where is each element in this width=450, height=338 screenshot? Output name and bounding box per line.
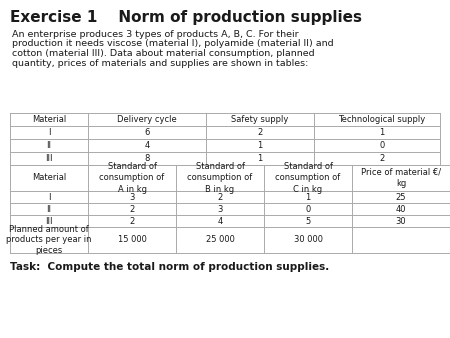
Text: Price of material €/
kg: Price of material €/ kg bbox=[361, 168, 441, 188]
Text: II: II bbox=[46, 141, 51, 150]
Text: 1: 1 bbox=[306, 193, 310, 201]
Text: 3: 3 bbox=[217, 204, 223, 214]
Text: Exercise 1    Norm of production supplies: Exercise 1 Norm of production supplies bbox=[10, 10, 362, 25]
Text: Material: Material bbox=[32, 115, 66, 124]
Text: II: II bbox=[46, 204, 51, 214]
Text: 0: 0 bbox=[306, 204, 310, 214]
Text: Standard of
consumption of
C in kg: Standard of consumption of C in kg bbox=[275, 162, 341, 194]
Text: 6: 6 bbox=[144, 128, 150, 137]
Text: 25: 25 bbox=[396, 193, 406, 201]
Text: quantity, prices of materials and supplies are shown in tables:: quantity, prices of materials and suppli… bbox=[12, 58, 308, 68]
Text: 2: 2 bbox=[130, 204, 135, 214]
Text: 30: 30 bbox=[396, 217, 406, 225]
Text: Delivery cycle: Delivery cycle bbox=[117, 115, 177, 124]
Text: 2: 2 bbox=[130, 217, 135, 225]
Text: An enterprise produces 3 types of products A, B, C. For their: An enterprise produces 3 types of produc… bbox=[12, 30, 299, 39]
Text: Task:  Compute the total norm of production supplies.: Task: Compute the total norm of producti… bbox=[10, 262, 329, 272]
Text: 1: 1 bbox=[257, 141, 263, 150]
Text: 2: 2 bbox=[379, 154, 385, 163]
Text: 8: 8 bbox=[144, 154, 150, 163]
Text: 5: 5 bbox=[306, 217, 310, 225]
Text: 1: 1 bbox=[257, 154, 263, 163]
Text: III: III bbox=[45, 217, 53, 225]
Text: 40: 40 bbox=[396, 204, 406, 214]
Text: 1: 1 bbox=[379, 128, 385, 137]
Text: 0: 0 bbox=[379, 141, 385, 150]
Text: cotton (material III). Data about material consumption, planned: cotton (material III). Data about materi… bbox=[12, 49, 315, 58]
Text: Material: Material bbox=[32, 173, 66, 183]
Text: 4: 4 bbox=[217, 217, 223, 225]
Text: 2: 2 bbox=[217, 193, 223, 201]
Text: 25 000: 25 000 bbox=[206, 236, 234, 244]
Text: 30 000: 30 000 bbox=[293, 236, 323, 244]
Text: 2: 2 bbox=[257, 128, 263, 137]
Text: production it needs viscose (material I), polyamide (material II) and: production it needs viscose (material I)… bbox=[12, 40, 333, 48]
Text: 3: 3 bbox=[129, 193, 135, 201]
Text: 4: 4 bbox=[144, 141, 149, 150]
Text: Standard of
consumption of
B in kg: Standard of consumption of B in kg bbox=[187, 162, 252, 194]
Text: Technological supply: Technological supply bbox=[338, 115, 426, 124]
Text: I: I bbox=[48, 193, 50, 201]
Text: Standard of
consumption of
A in kg: Standard of consumption of A in kg bbox=[99, 162, 165, 194]
Text: I: I bbox=[48, 128, 50, 137]
Text: Safety supply: Safety supply bbox=[231, 115, 289, 124]
Text: III: III bbox=[45, 154, 53, 163]
Text: 15 000: 15 000 bbox=[117, 236, 146, 244]
Text: Planned amount of
products per year in
pieces: Planned amount of products per year in p… bbox=[6, 225, 92, 255]
